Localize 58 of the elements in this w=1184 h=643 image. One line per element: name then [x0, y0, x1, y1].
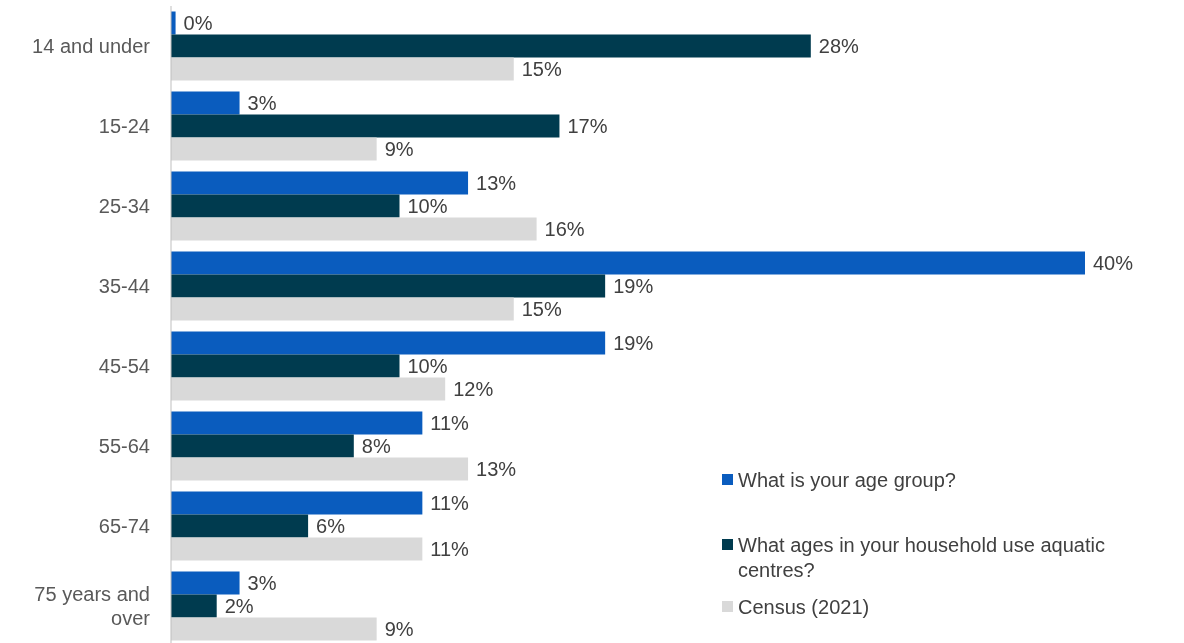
bar	[171, 514, 309, 538]
data-label: 40%	[1093, 252, 1134, 274]
data-label: 19%	[613, 275, 654, 297]
data-label: 11%	[430, 538, 470, 560]
legend-label: What ages in your household use aquatic centres?	[738, 534, 1105, 581]
data-label: 15%	[521, 298, 562, 320]
data-label: 3%	[247, 92, 277, 114]
y-tick-label: 55-64	[98, 435, 150, 457]
data-label: 12%	[453, 378, 494, 400]
bar	[171, 537, 423, 561]
bar	[171, 217, 537, 241]
data-label: 9%	[384, 138, 414, 160]
data-label: 0%	[183, 12, 213, 34]
data-label: 13%	[476, 458, 517, 480]
legend-label: What is your age group?	[738, 469, 956, 491]
bar	[171, 354, 400, 378]
bar	[171, 457, 469, 481]
bar	[171, 594, 217, 618]
bar	[171, 114, 560, 138]
bar	[171, 411, 423, 435]
bar	[171, 617, 377, 641]
data-label: 13%	[476, 172, 517, 194]
data-label: 2%	[224, 595, 254, 617]
bar	[171, 57, 514, 81]
data-label: 10%	[407, 355, 448, 377]
data-label: 3%	[247, 572, 277, 594]
bar	[171, 34, 811, 58]
bar	[171, 171, 469, 195]
data-label: 11%	[430, 412, 470, 434]
y-tick-label: 14 and under	[32, 35, 151, 57]
bar	[171, 297, 514, 321]
data-label: 15%	[521, 58, 562, 80]
data-label: 10%	[407, 195, 448, 217]
y-tick-label: 35-44	[98, 275, 150, 297]
bar	[171, 137, 377, 161]
y-tick-label: 75 years and over	[34, 583, 151, 629]
legend-label: Census (2021)	[738, 596, 870, 618]
y-tick-label: 65-74	[98, 515, 150, 537]
data-label: 6%	[316, 515, 346, 537]
data-label: 17%	[567, 115, 608, 137]
data-label: 16%	[544, 218, 585, 240]
bar	[171, 377, 446, 401]
bar	[171, 434, 354, 458]
bar	[171, 274, 606, 298]
data-label: 28%	[818, 35, 860, 57]
y-tick-label: 25-34	[98, 195, 150, 217]
bar	[171, 91, 240, 115]
bar	[171, 571, 240, 595]
data-label: 9%	[384, 618, 414, 640]
bar	[171, 491, 423, 515]
y-tick-label: 15-24	[98, 115, 150, 137]
data-label: 8%	[361, 435, 391, 457]
data-label: 19%	[613, 332, 654, 354]
bar	[171, 194, 400, 218]
bar	[171, 331, 606, 355]
y-tick-label: 45-54	[98, 355, 150, 377]
bar	[171, 251, 1085, 275]
data-label: 11%	[430, 492, 470, 514]
